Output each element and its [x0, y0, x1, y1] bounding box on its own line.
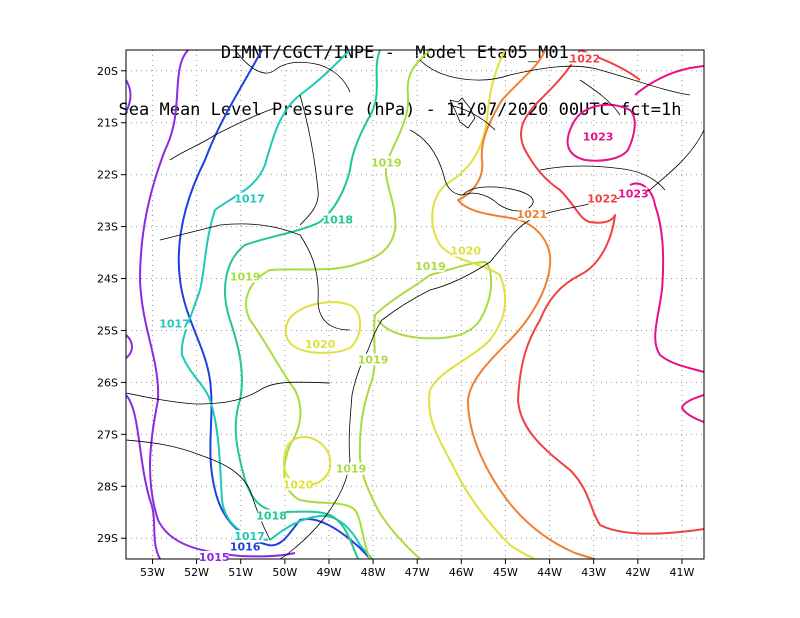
- contour-label: 1019: [230, 271, 261, 284]
- map-frame: [125, 49, 705, 560]
- contour-1022: [517, 50, 704, 535]
- axis-ticks: 53W 52W 51W 50W 49W 48W 47W 46W 45W 44W 43W 42W 41W 2…: [97, 65, 694, 579]
- contour-1019-c: [377, 261, 493, 340]
- contour-label: 1020: [305, 338, 336, 351]
- contour-label-bg: [359, 353, 388, 366]
- contour-labels: 1017 1017 1017 1018 1018 1019 1019 1019 1019 1019…: [159, 52, 649, 564]
- x-tick-label: 49W: [317, 566, 342, 579]
- x-tick-label: 42W: [625, 566, 650, 579]
- contour-label: 1017: [159, 317, 190, 330]
- contour-1015-west2: [126, 334, 133, 359]
- contour-label-bg: [284, 478, 313, 491]
- x-tick-label: 45W: [493, 566, 518, 579]
- contour-label-bg: [517, 208, 546, 221]
- contour-label-bg: [257, 509, 286, 522]
- contour-label-bg: [235, 192, 264, 205]
- contour-label: 1018: [322, 213, 353, 226]
- title-line-1: DIMNT/CGCT/INPE - Model Eta05_M01_: [220, 43, 580, 63]
- x-tick-label: 52W: [184, 566, 209, 579]
- contour-label: 1022: [570, 52, 601, 65]
- contour-label: 1019: [336, 463, 367, 476]
- x-tick-label: 43W: [581, 566, 606, 579]
- contour-label-bg: [570, 52, 599, 65]
- y-tick-label: 23S: [97, 221, 118, 234]
- x-tick-label: 46W: [449, 566, 474, 579]
- contour-label: 1016: [230, 541, 261, 554]
- y-tick-label: 22S: [97, 169, 118, 182]
- contour-label: 1021: [517, 208, 548, 221]
- contour-label: 1019: [415, 260, 446, 273]
- contour-1023: [566, 103, 636, 162]
- contour-label: 1020: [283, 478, 314, 491]
- x-tick-label: 44W: [537, 566, 562, 579]
- contour-1020-loop1: [284, 301, 362, 354]
- contour-label-bg: [451, 244, 480, 257]
- y-tick-label: 24S: [97, 273, 118, 286]
- x-tick-label: 51W: [228, 566, 253, 579]
- contour-label-bg: [372, 156, 401, 169]
- contour-1017: [180, 50, 351, 541]
- contour-label-bg: [306, 338, 335, 351]
- contour-1023-c: [629, 182, 704, 373]
- contour-label-bg: [416, 260, 445, 273]
- contour-label: 1022: [587, 193, 618, 206]
- contour-1020: [428, 50, 536, 559]
- contour-label-bg: [337, 462, 366, 475]
- x-tick-label: 50W: [272, 566, 297, 579]
- y-tick-label: 21S: [97, 117, 118, 130]
- contour-label-bg: [584, 130, 613, 143]
- contour-label: 1019: [358, 354, 389, 367]
- contour-1023-d: [681, 394, 704, 423]
- contour-label-bg: [200, 551, 229, 563]
- contour-label: 1023: [618, 187, 649, 200]
- contour-label-bg: [323, 213, 352, 226]
- x-tick-label: 48W: [361, 566, 386, 579]
- contour-label: 1015: [199, 551, 230, 564]
- contour-1015: [139, 50, 296, 558]
- y-tick-label: 25S: [97, 324, 118, 337]
- x-tick-label: 41W: [670, 566, 695, 579]
- contour-label-bg: [619, 187, 648, 200]
- map-title: DIMNT/CGCT/INPE - Model Eta05_M01_ Sea M…: [0, 6, 800, 139]
- contour-1016: [177, 50, 371, 559]
- contour-1015-west: [126, 79, 132, 113]
- contour-1015-west3: [126, 394, 161, 559]
- contour-label-bg: [231, 270, 260, 283]
- x-tick-label: 53W: [140, 566, 165, 579]
- y-tick-label: 29S: [97, 532, 118, 545]
- contour-label: 1017: [234, 193, 265, 206]
- contour-label: 1023: [583, 130, 614, 143]
- contour-1019-b: [358, 261, 487, 559]
- contour-label: 1017: [234, 530, 265, 543]
- y-tick-label: 28S: [97, 480, 118, 493]
- x-tick-label: 47W: [405, 566, 430, 579]
- y-tick-label: 27S: [97, 428, 118, 441]
- contour-label-bg: [160, 317, 189, 330]
- contour-label: 1019: [371, 156, 402, 169]
- contour-label: 1018: [256, 509, 287, 522]
- contour-1018: [224, 50, 381, 559]
- contour-label: 1020: [450, 245, 481, 258]
- y-tick-label: 20S: [97, 65, 118, 78]
- y-tick-label: 26S: [97, 376, 118, 389]
- contour-label-bg: [235, 530, 264, 543]
- contour-label-bg: [588, 192, 617, 205]
- contour-1019: [245, 50, 431, 559]
- contour-1021: [457, 50, 596, 559]
- contour-label-bg: [231, 540, 260, 553]
